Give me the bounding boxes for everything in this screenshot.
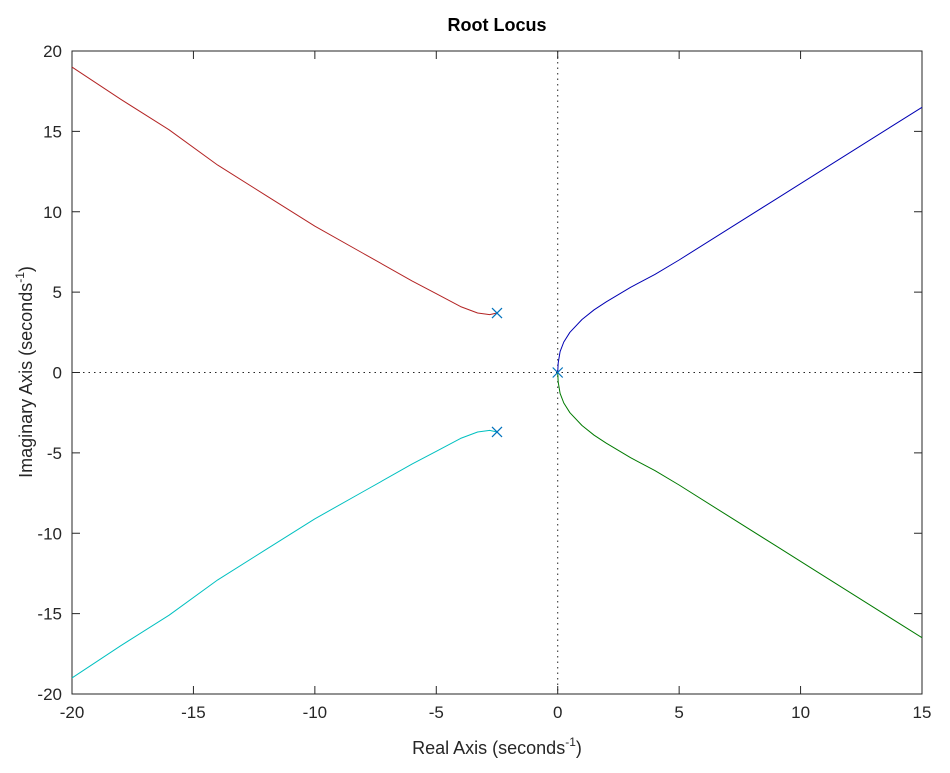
y-axis-label-base: Imaginary Axis (seconds — [16, 283, 36, 478]
y-axis-label-exponent: -1 — [13, 272, 27, 283]
x-axis-label-exponent: -1 — [565, 735, 576, 749]
y-tick-label: -10 — [37, 524, 62, 543]
x-tick-label: 10 — [791, 703, 810, 722]
reference-lines — [72, 51, 922, 694]
y-tick-label: 10 — [43, 203, 62, 222]
y-tick-label: 15 — [43, 122, 62, 141]
locus-branch-lower-right — [557, 372, 923, 639]
pole-marker — [491, 426, 503, 438]
axis-ticks — [71, 50, 923, 695]
locus-branch-upper-left — [71, 66, 498, 316]
locus-branch-lower-left — [71, 429, 498, 679]
y-tick-label: -15 — [37, 605, 62, 624]
x-tick-label: -20 — [60, 703, 85, 722]
x-tick-labels: -20 -15 -10 -5 0 5 10 15 — [60, 703, 932, 722]
y-axis-label: Imaginary Axis (seconds-1) — [13, 266, 36, 478]
x-axis-label: Real Axis (seconds-1) — [412, 735, 582, 758]
x-tick-label: 5 — [674, 703, 683, 722]
pole-marker — [491, 307, 503, 319]
y-tick-label: 5 — [53, 283, 62, 302]
x-axis-label-close: ) — [576, 738, 582, 758]
y-tick-labels: -20 -15 -10 -5 0 5 10 15 20 — [37, 42, 62, 704]
locus-branch-upper-right — [557, 106, 923, 373]
x-axis-label-base: Real Axis (seconds — [412, 738, 565, 758]
chart-title: Root Locus — [448, 15, 547, 35]
y-tick-label: 0 — [53, 364, 62, 383]
y-tick-label: -20 — [37, 685, 62, 704]
x-tick-label: 15 — [913, 703, 932, 722]
y-tick-label: -5 — [47, 444, 62, 463]
pole-markers — [491, 307, 564, 438]
y-axis-label-close: ) — [16, 266, 36, 272]
locus-branches — [71, 66, 923, 679]
x-tick-label: 0 — [553, 703, 562, 722]
x-tick-label: -15 — [181, 703, 206, 722]
x-tick-label: -10 — [303, 703, 328, 722]
y-tick-label: 20 — [43, 42, 62, 61]
x-tick-label: -5 — [429, 703, 444, 722]
pole-marker — [552, 367, 564, 378]
